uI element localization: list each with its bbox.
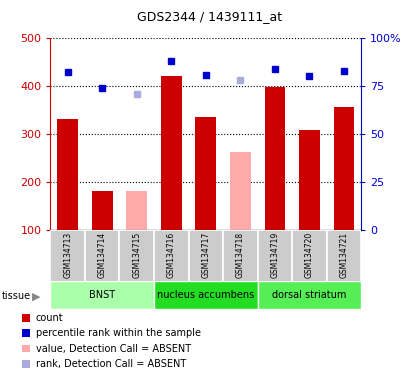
Bar xyxy=(50,230,85,282)
Bar xyxy=(22,329,31,337)
Text: GSM134714: GSM134714 xyxy=(98,232,107,278)
Text: GSM134716: GSM134716 xyxy=(167,232,176,278)
Text: GSM134717: GSM134717 xyxy=(201,232,210,278)
Bar xyxy=(189,230,223,282)
Bar xyxy=(333,107,354,230)
Bar xyxy=(50,281,154,309)
Text: GSM134720: GSM134720 xyxy=(305,232,314,278)
Text: dorsal striatum: dorsal striatum xyxy=(272,290,346,300)
Bar xyxy=(22,345,31,353)
Bar xyxy=(230,152,251,230)
Text: GSM134719: GSM134719 xyxy=(270,232,279,278)
Bar xyxy=(195,117,216,230)
Bar xyxy=(85,230,119,282)
Bar xyxy=(327,230,361,282)
Text: GSM134718: GSM134718 xyxy=(236,232,245,278)
Bar xyxy=(299,129,320,230)
Bar xyxy=(22,360,31,368)
Bar xyxy=(154,281,257,309)
Text: nucleus accumbens: nucleus accumbens xyxy=(157,290,255,300)
Bar xyxy=(292,230,327,282)
Bar xyxy=(119,230,154,282)
Text: percentile rank within the sample: percentile rank within the sample xyxy=(36,328,201,338)
Text: GDS2344 / 1439111_at: GDS2344 / 1439111_at xyxy=(137,10,283,23)
Bar xyxy=(161,76,181,230)
Text: rank, Detection Call = ABSENT: rank, Detection Call = ABSENT xyxy=(36,359,186,369)
Bar xyxy=(257,281,361,309)
Text: GSM134721: GSM134721 xyxy=(339,232,349,278)
Bar xyxy=(126,190,147,230)
Bar xyxy=(154,230,189,282)
Bar xyxy=(265,87,285,230)
Bar xyxy=(257,230,292,282)
Text: ▶: ▶ xyxy=(32,291,40,301)
Text: tissue: tissue xyxy=(2,291,31,301)
Bar xyxy=(223,230,257,282)
Text: GSM134715: GSM134715 xyxy=(132,232,141,278)
Text: BNST: BNST xyxy=(89,290,115,300)
Text: value, Detection Call = ABSENT: value, Detection Call = ABSENT xyxy=(36,344,191,354)
Bar xyxy=(22,314,31,322)
Text: GSM134713: GSM134713 xyxy=(63,232,72,278)
Bar xyxy=(92,190,113,230)
Text: count: count xyxy=(36,313,63,323)
Bar xyxy=(57,119,78,230)
